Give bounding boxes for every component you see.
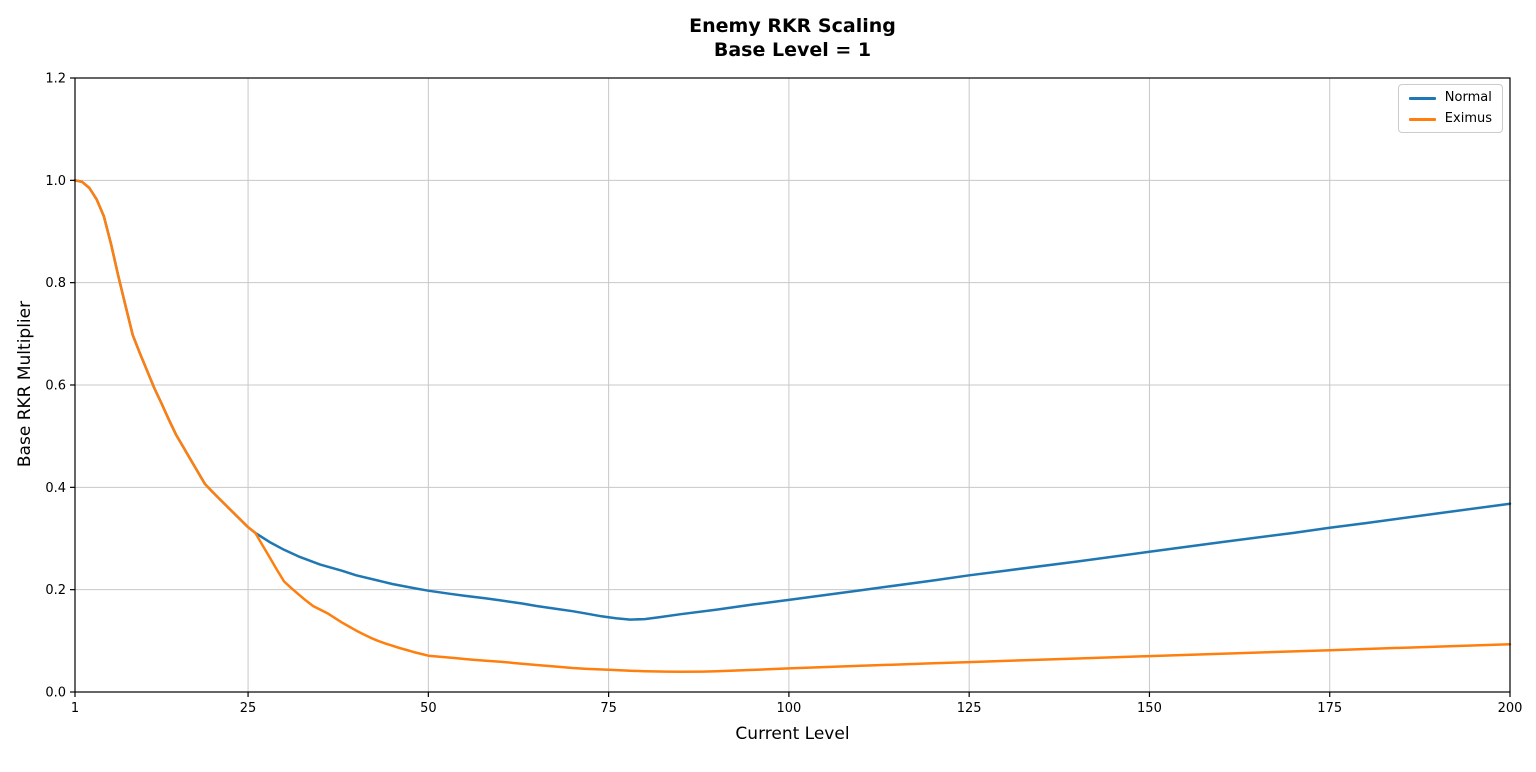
y-tick-label: 0.0	[45, 686, 66, 701]
chart-title-line1: Enemy RKR Scaling	[689, 15, 896, 37]
x-tick-label: 150	[1137, 701, 1162, 716]
x-tick-label: 25	[240, 701, 257, 716]
x-tick-label: 75	[600, 701, 617, 716]
normal-line-swatch	[1408, 96, 1436, 100]
legend-entry-eximus: Eximus	[1408, 111, 1492, 126]
y-tick-label: 0.6	[45, 379, 66, 394]
normal-series-line	[73, 179, 1512, 621]
x-tick-label: 100	[776, 701, 801, 716]
x-tick-label: 200	[1498, 701, 1523, 716]
y-tick-label: 0.8	[45, 276, 66, 291]
y-tick-label: 0.4	[45, 481, 66, 496]
y-tick-label: 1.0	[45, 174, 66, 189]
eximus-series-line	[73, 179, 1512, 673]
chart-title: Enemy RKR Scaling Base Level = 1	[75, 14, 1510, 62]
chart-title-line2: Base Level = 1	[713, 39, 872, 61]
legend: Normal Eximus	[1397, 84, 1503, 133]
eximus-line-swatch	[1408, 117, 1436, 121]
legend-entry-normal: Normal	[1408, 90, 1492, 105]
y-axis-label: Base RKR Multiplier	[15, 300, 35, 468]
x-tick-label: 50	[420, 701, 437, 716]
legend-label-eximus: Eximus	[1444, 111, 1492, 126]
y-tick-label: 1.2	[45, 72, 66, 87]
x-axis-label: Current Level	[735, 724, 850, 744]
x-tick-label: 1	[71, 701, 79, 716]
x-tick-label: 175	[1317, 701, 1342, 716]
legend-label-normal: Normal	[1444, 90, 1492, 105]
y-tick-label: 0.2	[45, 583, 66, 598]
x-tick-label: 125	[957, 701, 982, 716]
